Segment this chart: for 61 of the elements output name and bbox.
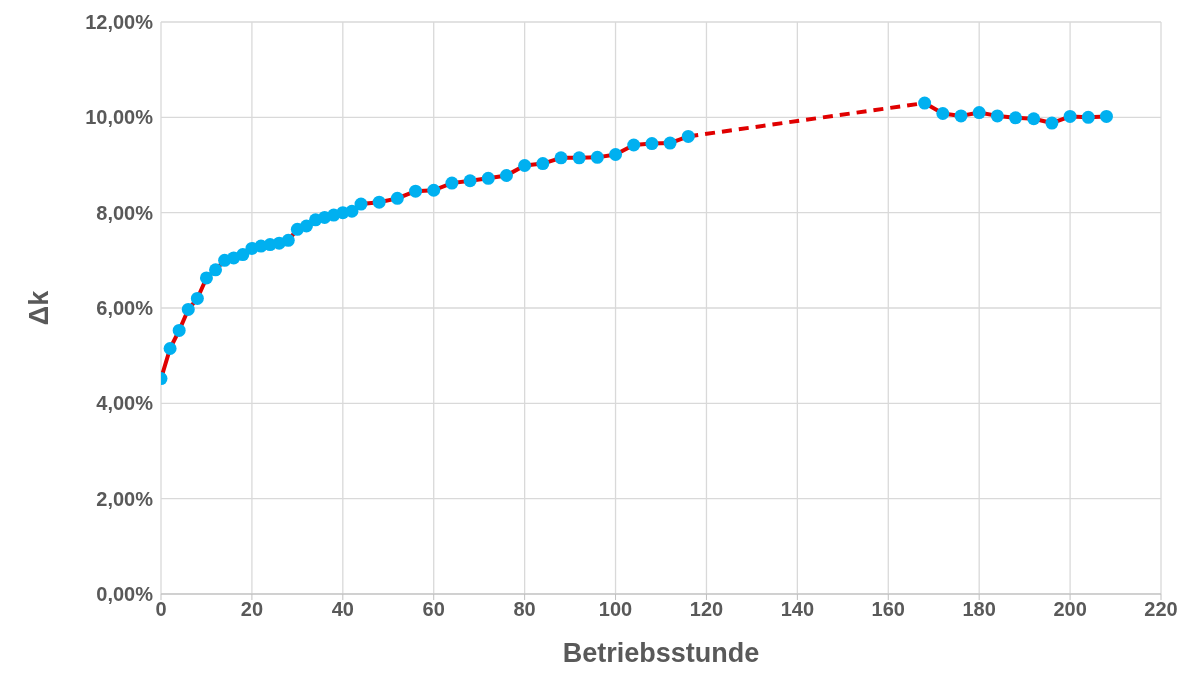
point [918, 96, 932, 110]
point [463, 174, 477, 188]
x-tick-label: 20 [240, 598, 264, 621]
point [345, 204, 359, 218]
y-tick-label: 6,00% [96, 297, 154, 320]
point [990, 109, 1004, 123]
point [354, 197, 368, 211]
x-tick-label: 200 [1053, 598, 1087, 621]
y-tick-label: 0,00% [96, 583, 154, 606]
point [1099, 109, 1113, 123]
point [481, 171, 495, 185]
x-tick-label: 180 [962, 598, 996, 621]
y-tick-label: 8,00% [96, 201, 154, 224]
y-tick-label: 12,00% [85, 11, 154, 34]
point [1009, 111, 1023, 125]
point [554, 151, 568, 165]
x-tick-label: 220 [1144, 598, 1178, 621]
point [954, 109, 968, 123]
point [199, 271, 213, 285]
point [427, 183, 441, 197]
point [236, 248, 250, 262]
y-tick-label: 4,00% [96, 392, 154, 415]
x-tick-label: 100 [598, 598, 633, 621]
x-tick-label: 140 [780, 598, 815, 621]
point [281, 233, 295, 247]
point [1063, 109, 1077, 123]
point [663, 136, 677, 150]
point [299, 219, 313, 233]
point [627, 138, 641, 152]
point [1081, 110, 1095, 124]
x-axis-title: Betriebsstunde [562, 638, 760, 668]
x-tick-label: 120 [689, 598, 724, 621]
point [1045, 116, 1059, 130]
x-tick-label: 0 [155, 598, 167, 621]
point [499, 168, 513, 182]
y-axis-title: Δk [23, 289, 54, 326]
point [181, 302, 195, 316]
point [172, 323, 186, 337]
point [645, 137, 659, 151]
x-tick-label: 160 [871, 598, 905, 621]
point [681, 129, 695, 143]
y-tick-label: 2,00% [96, 487, 154, 510]
point [572, 151, 586, 165]
point [1027, 112, 1041, 126]
x-tick-label: 80 [513, 598, 536, 621]
point [590, 150, 604, 164]
point [518, 158, 532, 172]
point [536, 157, 550, 171]
point [190, 291, 204, 305]
point [163, 342, 177, 356]
x-tick-label: 40 [331, 598, 354, 621]
x-tick-label: 60 [422, 598, 445, 621]
point [209, 263, 223, 277]
y-tick-label: 10,00% [85, 106, 154, 129]
point [445, 176, 459, 190]
point [372, 195, 386, 209]
point [936, 107, 950, 121]
point [972, 106, 986, 120]
point [609, 148, 623, 162]
point [409, 184, 423, 198]
point [390, 191, 404, 205]
